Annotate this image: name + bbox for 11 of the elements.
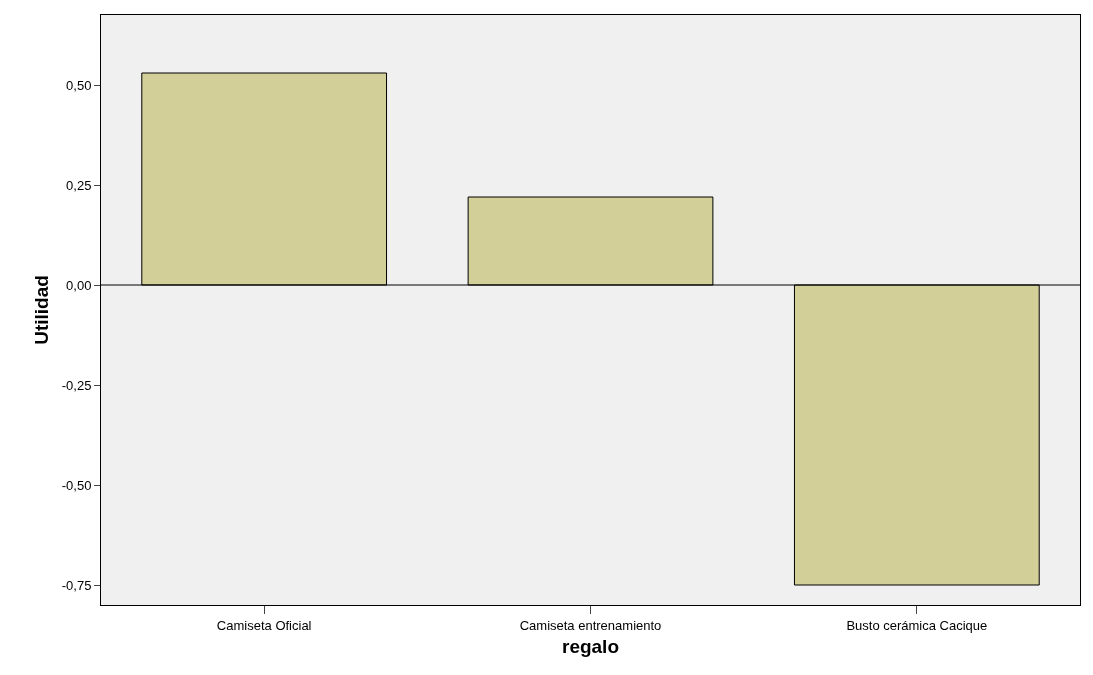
y-tick-label: 0,25 (66, 177, 92, 193)
y-tick-label: 0,00 (66, 277, 92, 293)
x-tick-label: Busto cerámica Cacique (846, 617, 988, 633)
y-tick-label: -0,75 (61, 577, 92, 593)
y-axis-title: Utilidad (30, 275, 52, 345)
x-tick-label: Camiseta Oficial (216, 617, 312, 633)
y-tick-label: -0,50 (61, 477, 92, 493)
y-tick-label: -0,25 (61, 377, 92, 393)
x-tick-label: Camiseta entrenamiento (519, 617, 662, 633)
x-axis-title: regalo (561, 636, 620, 658)
y-tick-label: 0,50 (66, 77, 92, 93)
